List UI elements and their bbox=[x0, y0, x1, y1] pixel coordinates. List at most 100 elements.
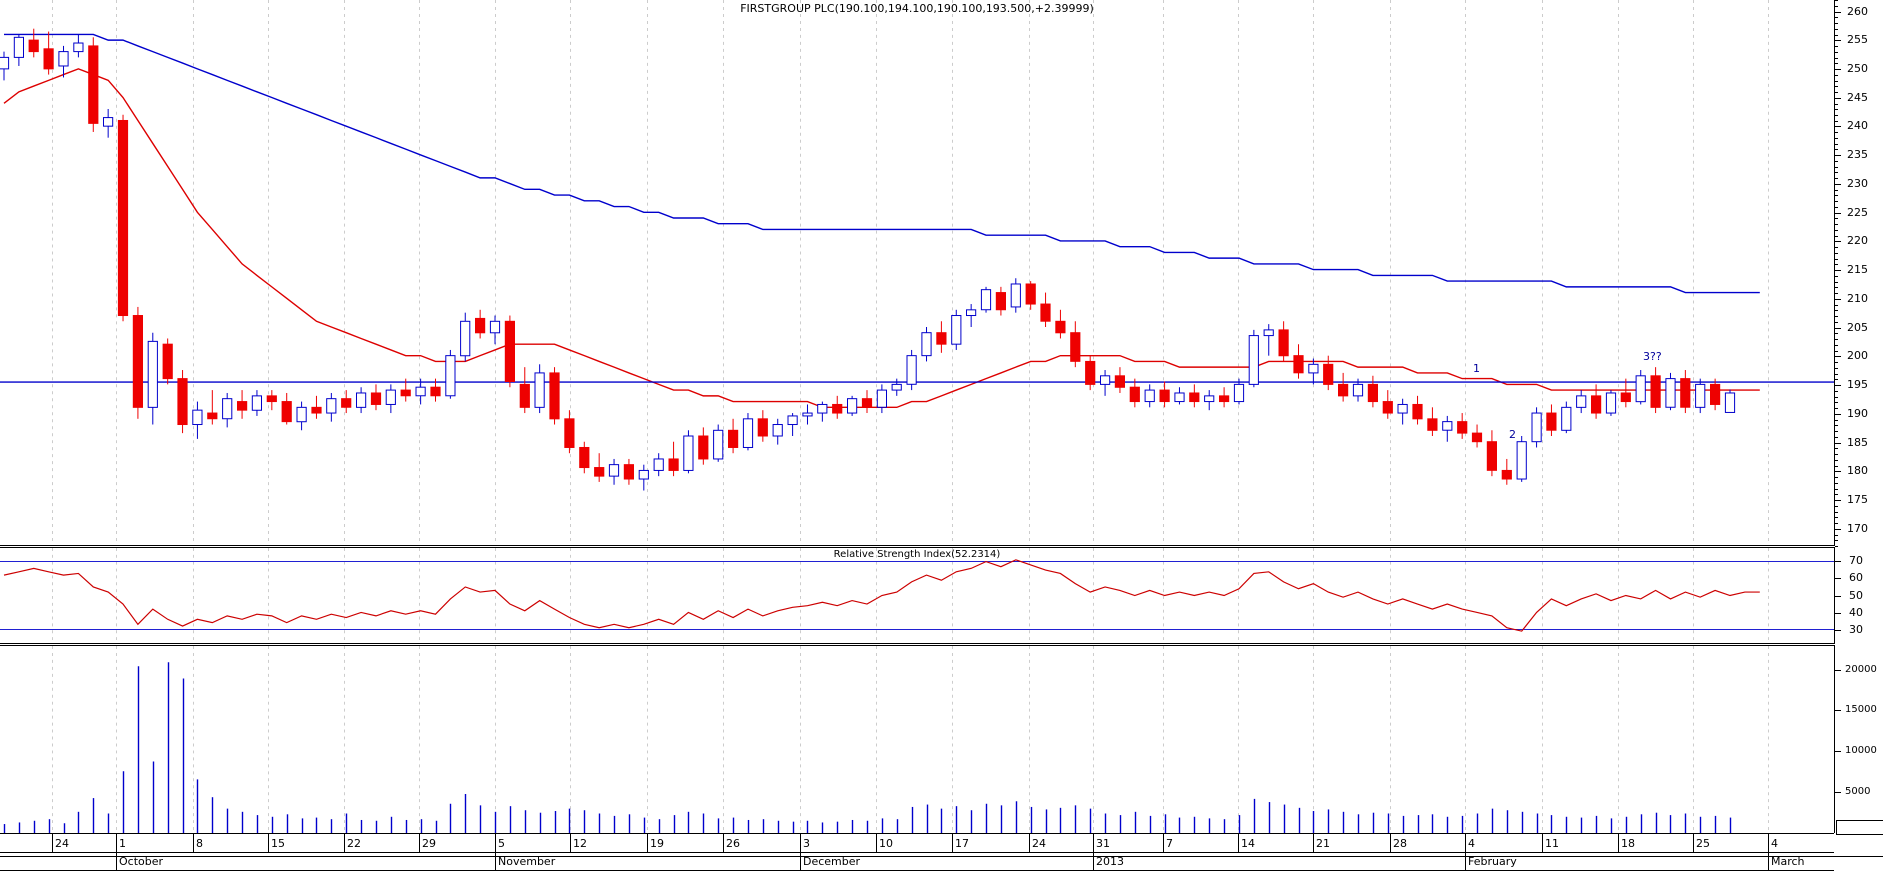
candle[interactable] bbox=[1189, 384, 1200, 408]
candle[interactable] bbox=[772, 418, 783, 445]
candle[interactable] bbox=[1174, 387, 1185, 405]
candle[interactable] bbox=[326, 392, 337, 422]
volume-plot-area[interactable] bbox=[0, 646, 1834, 833]
candle[interactable] bbox=[1397, 398, 1408, 425]
candle[interactable] bbox=[579, 441, 590, 474]
candle[interactable] bbox=[728, 418, 739, 454]
candle[interactable] bbox=[549, 367, 560, 425]
candle[interactable] bbox=[757, 410, 768, 442]
candle[interactable] bbox=[951, 309, 962, 350]
candle[interactable] bbox=[504, 315, 515, 388]
candle[interactable] bbox=[311, 395, 322, 419]
candle[interactable] bbox=[58, 45, 69, 78]
price-pane[interactable]: FIRSTGROUP PLC(190.100,194.100,190.100,1… bbox=[0, 0, 1834, 546]
candle[interactable] bbox=[906, 349, 917, 391]
candle[interactable] bbox=[192, 401, 203, 439]
candle[interactable] bbox=[1278, 321, 1289, 362]
candle[interactable] bbox=[1457, 413, 1468, 439]
candle[interactable] bbox=[668, 441, 679, 477]
candle[interactable] bbox=[936, 321, 947, 353]
candle[interactable] bbox=[1308, 358, 1319, 385]
candle[interactable] bbox=[1471, 424, 1483, 448]
candle[interactable] bbox=[1338, 372, 1349, 402]
candle[interactable] bbox=[1085, 355, 1096, 391]
candle[interactable] bbox=[489, 315, 501, 345]
candle[interactable] bbox=[594, 453, 605, 482]
candle[interactable] bbox=[1665, 372, 1676, 411]
candle[interactable] bbox=[370, 384, 382, 411]
candle[interactable] bbox=[207, 390, 218, 425]
candle[interactable] bbox=[1352, 378, 1364, 402]
candle[interactable] bbox=[1635, 370, 1646, 405]
volume-pane[interactable] bbox=[0, 645, 1834, 833]
candle[interactable] bbox=[281, 392, 292, 425]
candle[interactable] bbox=[356, 387, 367, 414]
candle[interactable] bbox=[1724, 389, 1736, 413]
candle[interactable] bbox=[237, 390, 248, 419]
candle[interactable] bbox=[876, 384, 887, 414]
price-annotation[interactable]: 1 bbox=[1473, 362, 1480, 375]
candle[interactable] bbox=[1219, 387, 1230, 408]
candle[interactable] bbox=[683, 430, 694, 474]
candle[interactable] bbox=[564, 410, 575, 454]
candle[interactable] bbox=[653, 453, 664, 477]
candle[interactable] bbox=[73, 34, 84, 58]
candle[interactable] bbox=[251, 390, 263, 416]
candle[interactable] bbox=[623, 458, 634, 485]
candle[interactable] bbox=[832, 395, 843, 419]
candle[interactable] bbox=[385, 384, 396, 414]
candle[interactable] bbox=[28, 28, 39, 58]
candle[interactable] bbox=[1382, 390, 1393, 419]
candle[interactable] bbox=[1100, 370, 1111, 396]
candle[interactable] bbox=[638, 464, 649, 491]
candle[interactable] bbox=[995, 286, 1006, 316]
candle[interactable] bbox=[1144, 384, 1155, 408]
candle[interactable] bbox=[1620, 378, 1631, 408]
candle[interactable] bbox=[802, 404, 813, 425]
candle[interactable] bbox=[534, 364, 545, 414]
candle[interactable] bbox=[1695, 378, 1706, 414]
candle[interactable] bbox=[0, 51, 10, 81]
candle[interactable] bbox=[1591, 384, 1602, 419]
candle[interactable] bbox=[1427, 407, 1438, 436]
candle[interactable] bbox=[415, 378, 426, 405]
candle[interactable] bbox=[1412, 395, 1423, 425]
candle[interactable] bbox=[1546, 404, 1557, 436]
candle[interactable] bbox=[966, 304, 977, 328]
candle[interactable] bbox=[847, 395, 858, 416]
candle[interactable] bbox=[519, 367, 530, 414]
candle[interactable] bbox=[103, 108, 114, 138]
candle[interactable] bbox=[1010, 278, 1021, 313]
candle[interactable] bbox=[817, 401, 828, 422]
candle[interactable] bbox=[1293, 344, 1304, 379]
candle[interactable] bbox=[713, 424, 724, 462]
candle[interactable] bbox=[1605, 390, 1617, 416]
candle[interactable] bbox=[1531, 407, 1542, 448]
candle[interactable] bbox=[1055, 309, 1066, 339]
candle[interactable] bbox=[1025, 281, 1036, 310]
candle[interactable] bbox=[13, 34, 24, 66]
rsi-plot-area[interactable] bbox=[0, 548, 1834, 643]
candle[interactable] bbox=[266, 390, 277, 411]
candle[interactable] bbox=[222, 392, 233, 428]
candle[interactable] bbox=[1650, 367, 1661, 414]
candle[interactable] bbox=[1516, 435, 1527, 482]
candle[interactable] bbox=[1561, 401, 1572, 434]
candle[interactable] bbox=[430, 378, 441, 402]
candle[interactable] bbox=[1040, 292, 1051, 328]
candle[interactable] bbox=[742, 413, 754, 451]
candle[interactable] bbox=[400, 378, 411, 402]
candle[interactable] bbox=[1576, 390, 1587, 414]
candle[interactable] bbox=[147, 332, 158, 425]
candle[interactable] bbox=[1442, 415, 1453, 442]
candle[interactable] bbox=[921, 327, 932, 362]
candle[interactable] bbox=[132, 306, 144, 419]
price-annotation[interactable]: 3?? bbox=[1643, 350, 1662, 363]
candle[interactable] bbox=[177, 370, 188, 434]
candle[interactable] bbox=[445, 349, 456, 399]
candle[interactable] bbox=[1486, 430, 1498, 477]
candle[interactable] bbox=[980, 286, 992, 313]
candle[interactable] bbox=[1233, 378, 1245, 405]
candle[interactable] bbox=[1070, 321, 1081, 368]
candle[interactable] bbox=[1367, 375, 1379, 408]
